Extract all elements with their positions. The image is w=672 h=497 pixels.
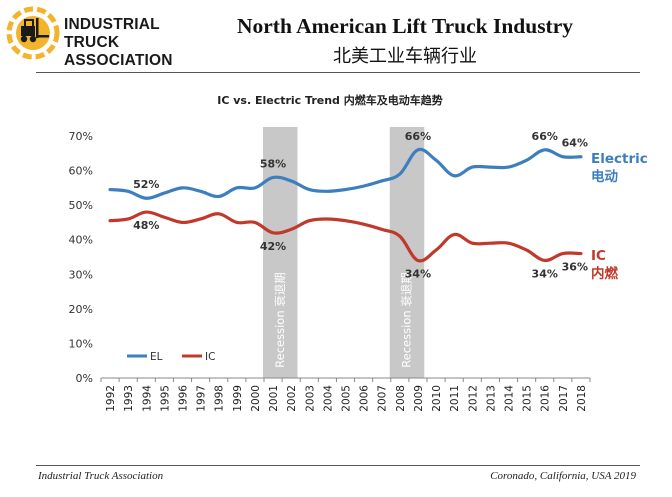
data-label: 64%: [562, 137, 588, 150]
x-tick-label: 1998: [214, 385, 226, 412]
recession-band: [389, 127, 425, 378]
y-tick-label: 70%: [69, 130, 93, 143]
recession-band: [263, 127, 298, 378]
x-tick-label: 2006: [359, 385, 371, 412]
x-tick-label: 2014: [504, 385, 516, 412]
x-tick-label: 2001: [268, 385, 280, 412]
data-label: 34%: [532, 267, 558, 280]
x-tick-label: 2002: [286, 385, 298, 412]
x-tick-label: 1992: [105, 385, 117, 412]
x-tick-label: 2004: [322, 385, 334, 412]
x-tick-label: 2011: [449, 385, 461, 412]
x-tick-label: 1993: [123, 385, 135, 412]
footer-location: Coronado, California, USA 2019: [490, 470, 636, 482]
x-tick-label: 2005: [341, 385, 353, 412]
y-tick-label: 10%: [69, 337, 93, 350]
data-label: 58%: [260, 157, 286, 170]
page-subtitle: 北美工业车辆行业: [333, 46, 477, 67]
chart-annotations: 52% 48% 58% 42% 66% 34% 66% 34% 64% 36%: [133, 130, 588, 281]
x-tick-label: 2012: [467, 385, 479, 412]
logo-text-line2: TRUCK ASSOCIATION: [64, 34, 173, 69]
chart-legend: EL IC: [127, 351, 215, 363]
page-title: North American Lift Truck Industry: [236, 14, 574, 38]
x-tick-label: 2018: [576, 385, 588, 412]
x-tick-label: 2008: [395, 385, 407, 412]
data-label: 42%: [260, 240, 286, 253]
footer-divider: [36, 465, 640, 466]
x-tick-label: 1996: [178, 385, 190, 412]
y-tick-label: 50%: [69, 199, 93, 212]
x-tick-label: 2017: [558, 385, 570, 412]
chart-title: IC vs. Electric Trend 内燃车及电动车趋势: [217, 93, 443, 107]
footer-org: Industrial Truck Association: [38, 470, 164, 482]
y-tick-label: 40%: [69, 234, 93, 247]
series-line-ic: [108, 210, 583, 263]
x-tick-label: 2000: [250, 385, 262, 412]
data-label: 34%: [405, 267, 431, 280]
x-tick-label: 2015: [522, 385, 534, 412]
data-label: 66%: [405, 130, 431, 143]
y-tick-label: 30%: [69, 268, 93, 281]
recession-label: Recession 衰退期: [400, 272, 414, 368]
data-label: 48%: [133, 219, 159, 232]
x-tick-label: 2010: [431, 385, 443, 412]
x-tick-label: 2007: [377, 385, 389, 412]
ita-logo: INDUSTRIAL TRUCK ASSOCIATION: [6, 6, 212, 69]
y-tick-label: 20%: [69, 303, 93, 316]
x-tick-label: 2009: [413, 385, 425, 412]
x-tick-label: 1999: [232, 385, 244, 412]
x-tick-label: 1994: [141, 385, 153, 412]
x-tick-label: 2003: [304, 385, 316, 412]
series-end-label: 内燃: [591, 265, 619, 282]
series-line-el: [108, 147, 583, 200]
data-label: 66%: [532, 130, 558, 143]
recession-bands: Recession 衰退期 Recession 衰退期: [263, 127, 425, 378]
chart-axes: 0% 10% 20% 30% 40% 50% 60% 70% 1992 1993 1994 1995 1…: [69, 130, 591, 412]
x-tick-label: 1997: [196, 385, 208, 412]
header-divider: [36, 72, 640, 73]
forklift-logo-icon: [6, 6, 60, 60]
y-tick-label: 60%: [69, 165, 93, 178]
series-end-label: Electric: [591, 151, 648, 167]
logo-text-line1: INDUSTRIAL: [64, 16, 160, 33]
legend-label-el: EL: [150, 351, 163, 363]
data-label: 52%: [133, 178, 159, 191]
series-end-label: 电动: [591, 168, 619, 185]
legend-label-ic: IC: [205, 351, 215, 363]
x-tick-label: 2016: [540, 385, 552, 412]
series-end-label: IC: [591, 248, 606, 264]
x-tick-label: 2013: [485, 385, 497, 412]
x-tick-label: 1995: [159, 385, 171, 412]
data-label: 36%: [562, 261, 588, 274]
y-tick-label: 0%: [76, 372, 93, 385]
recession-label: Recession 衰退期: [273, 272, 287, 368]
